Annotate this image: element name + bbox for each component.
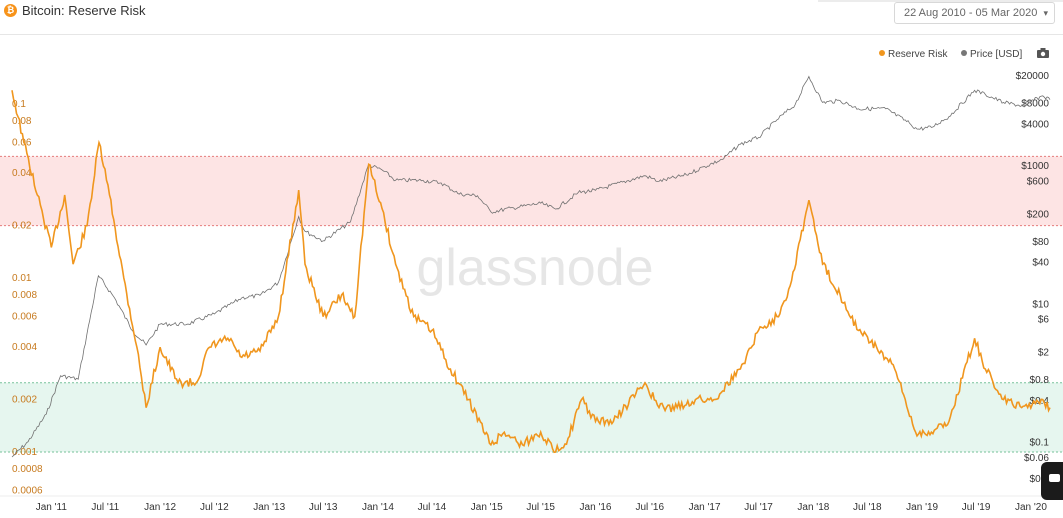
right-axis-tick-label: $0.0 [1030,474,1050,485]
x-axis-tick-label: Jan '20 [1015,502,1047,513]
x-axis-tick-label: Jan '11 [36,502,68,513]
left-axis-tick-label: 0.1 [12,99,26,110]
top-edge-shadow [818,0,1063,2]
left-axis-tick-label: 0.002 [12,395,37,406]
left-axis-tick-label: 0.006 [12,312,37,323]
reserve-risk-series-line [11,90,1051,454]
x-axis-tick-label: Jan '17 [689,502,721,513]
high-risk-band [0,156,1063,226]
right-axis-tick-label: $0.8 [1030,375,1050,386]
left-axis-tick-label: 0.0008 [12,464,43,475]
left-axis-tick-label: 0.008 [12,290,37,301]
chevron-down-icon: ▾ [1043,8,1048,18]
left-axis-tick-label: 0.0006 [12,486,43,497]
x-axis-tick-label: Jan '13 [253,502,285,513]
legend-item-price[interactable]: Price [USD] [961,49,1022,60]
right-axis-tick-label: $8000 [1021,99,1049,110]
right-axis-tick-label: $2 [1038,348,1050,359]
watermark-text: glassnode [416,239,653,297]
right-axis-tick-label: $4000 [1021,119,1049,130]
x-axis-tick-label: Jul '12 [200,502,229,513]
right-axis-tick-label: $0.1 [1030,438,1050,449]
bitcoin-icon: ₿ [4,4,17,17]
left-axis-tick-label: 0.001 [12,447,37,458]
chat-widget-button[interactable] [1041,462,1063,500]
reserve-risk-legend-dot [879,50,885,56]
right-axis-tick-label: $0.06 [1024,453,1049,464]
x-axis-tick-label: Jul '14 [418,502,447,513]
right-axis-tick-label: $20000 [1016,71,1050,82]
right-axis-tick-label: $40 [1032,258,1049,269]
left-axis-tick-label: 0.06 [12,138,32,149]
right-axis-tick-label: $600 [1027,176,1050,187]
x-axis-tick-label: Jul '17 [744,502,773,513]
x-axis-tick-label: Jan '16 [580,502,612,513]
legend-label-price: Price [USD] [970,49,1023,60]
page-title: Bitcoin: Reserve Risk [22,3,146,18]
right-axis-tick-label: $10 [1032,299,1049,310]
left-axis-tick-label: 0.01 [12,273,32,284]
x-axis: Jan '11 Jul '11 Jan '12 Jul '12 Jan '13 Jul '… [36,502,1048,513]
left-axis: 0.1 0.08 0.06 0.04 0.02 0.01 0.008 0.006 0.004 0.… [12,99,43,497]
camera-icon[interactable] [1037,48,1049,58]
x-axis-tick-label: Jan '14 [362,502,394,513]
chart-header: ₿ Bitcoin: Reserve Risk 22 Aug 2010 - 05… [0,0,1063,35]
date-range-label: 22 Aug 2010 - 05 Mar 2020 [904,7,1038,19]
x-axis-tick-label: Jan '15 [471,502,503,513]
chat-bubble-icon [1049,474,1060,482]
right-axis-tick-label: $200 [1027,209,1050,220]
x-axis-tick-label: Jan '19 [906,502,938,513]
right-axis: $20000 $8000 $4000 $1000 $600 $200 $80 $40 $10 $6… [1016,71,1050,485]
legend-label-reserve-risk: Reserve Risk [888,49,948,60]
left-axis-tick-label: 0.08 [12,116,32,127]
x-axis-tick-label: Jul '19 [962,502,991,513]
left-axis-tick-label: 0.04 [12,168,32,179]
low-risk-band [0,382,1063,452]
legend-item-reserve-risk[interactable]: Reserve Risk [879,49,947,60]
x-axis-tick-label: Jan '18 [797,502,829,513]
x-axis-tick-label: Jul '11 [91,502,119,513]
date-range-picker[interactable]: 22 Aug 2010 - 05 Mar 2020 ▾ [894,2,1055,24]
price-legend-dot [961,50,967,56]
x-axis-tick-label: Jan '12 [144,502,176,513]
price-series-line [11,75,1051,458]
right-axis-tick-label: $6 [1038,315,1050,326]
right-axis-tick-label: $1000 [1021,161,1049,172]
x-axis-tick-label: Jul '15 [526,502,555,513]
left-axis-tick-label: 0.004 [12,342,37,353]
left-axis-tick-label: 0.02 [12,221,32,232]
x-axis-tick-label: Jul '13 [309,502,338,513]
x-axis-tick-label: Jul '16 [635,502,664,513]
right-axis-tick-label: $80 [1032,237,1049,248]
right-axis-tick-label: $0.4 [1030,396,1050,407]
x-axis-tick-label: Jul '18 [853,502,882,513]
